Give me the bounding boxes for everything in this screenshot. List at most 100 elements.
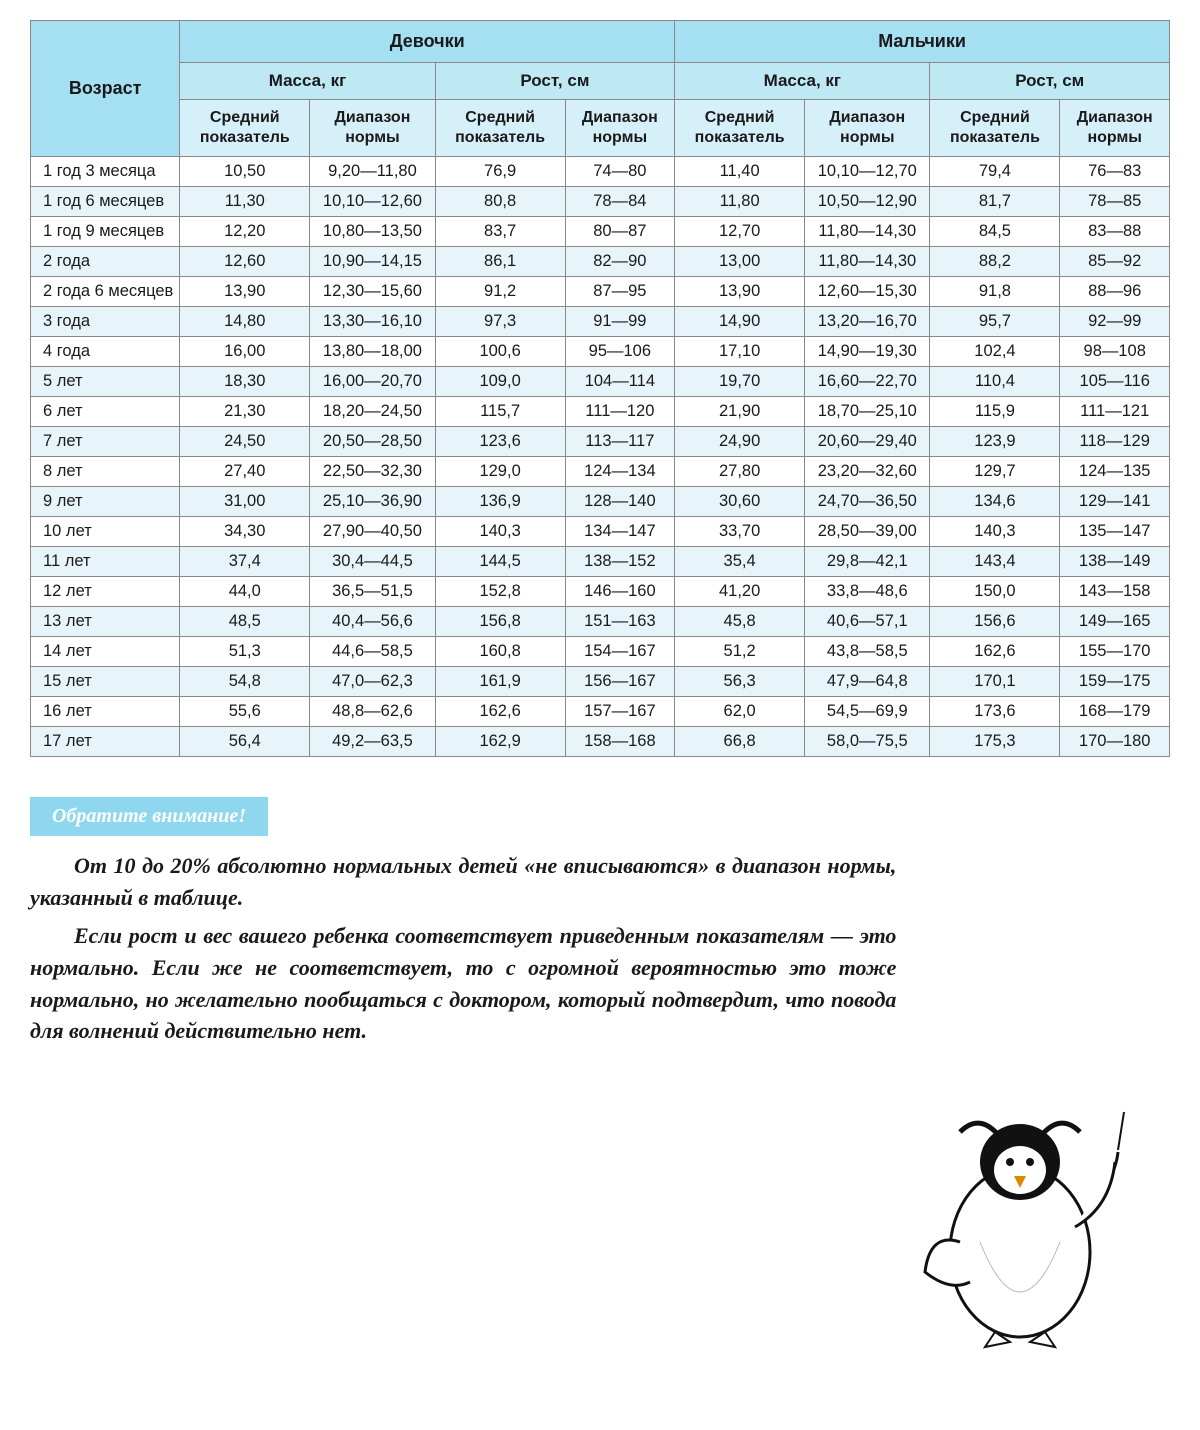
cell-g_h_rng: 95—106 [565, 337, 675, 367]
cell-age: 10 лет [31, 517, 180, 547]
cell-b_m_rng: 10,10—12,70 [805, 157, 930, 187]
header-girls-height: Рост, см [435, 63, 675, 100]
header-avg: Средний показатель [435, 100, 565, 157]
cell-g_m_rng: 47,0—62,3 [310, 667, 435, 697]
cell-g_h_avg: 161,9 [435, 667, 565, 697]
cell-g_h_rng: 80—87 [565, 217, 675, 247]
cell-g_h_avg: 162,9 [435, 727, 565, 757]
table-row: 17 лет56,449,2—63,5162,9158—16866,858,0—… [31, 727, 1170, 757]
cell-g_m_rng: 9,20—11,80 [310, 157, 435, 187]
cell-age: 7 лет [31, 427, 180, 457]
table-row: 6 лет21,3018,20—24,50115,7111—12021,9018… [31, 397, 1170, 427]
cell-b_m_avg: 33,70 [675, 517, 805, 547]
cell-b_h_rng: 88—96 [1060, 277, 1170, 307]
table-row: 13 лет48,540,4—56,6156,8151—16345,840,6—… [31, 607, 1170, 637]
table-row: 10 лет34,3027,90—40,50140,3134—14733,702… [31, 517, 1170, 547]
cell-g_m_rng: 10,10—12,60 [310, 187, 435, 217]
cell-g_m_avg: 44,0 [180, 577, 310, 607]
cell-g_m_avg: 16,00 [180, 337, 310, 367]
cell-g_m_avg: 48,5 [180, 607, 310, 637]
header-girls-mass: Масса, кг [180, 63, 435, 100]
header-girls: Девочки [180, 21, 675, 63]
cell-b_h_avg: 162,6 [930, 637, 1060, 667]
cell-g_m_avg: 37,4 [180, 547, 310, 577]
cell-b_h_rng: 159—175 [1060, 667, 1170, 697]
cell-g_h_avg: 83,7 [435, 217, 565, 247]
cell-age: 13 лет [31, 607, 180, 637]
cell-g_m_rng: 16,00—20,70 [310, 367, 435, 397]
cell-g_m_rng: 40,4—56,6 [310, 607, 435, 637]
cell-b_m_rng: 33,8—48,6 [805, 577, 930, 607]
cell-b_m_avg: 17,10 [675, 337, 805, 367]
table-row: 1 год 3 месяца10,509,20—11,8076,974—8011… [31, 157, 1170, 187]
cell-b_h_rng: 83—88 [1060, 217, 1170, 247]
cell-b_m_rng: 47,9—64,8 [805, 667, 930, 697]
table-row: 7 лет24,5020,50—28,50123,6113—11724,9020… [31, 427, 1170, 457]
cell-b_m_avg: 45,8 [675, 607, 805, 637]
cell-b_m_avg: 30,60 [675, 487, 805, 517]
header-boys: Мальчики [675, 21, 1170, 63]
cell-b_m_avg: 24,90 [675, 427, 805, 457]
cell-b_h_rng: 92—99 [1060, 307, 1170, 337]
cell-b_h_rng: 170—180 [1060, 727, 1170, 757]
header-avg: Средний показатель [180, 100, 310, 157]
cell-b_h_avg: 95,7 [930, 307, 1060, 337]
cell-g_m_avg: 51,3 [180, 637, 310, 667]
cell-g_m_avg: 31,00 [180, 487, 310, 517]
cell-b_h_rng: 118—129 [1060, 427, 1170, 457]
header-avg: Средний показатель [675, 100, 805, 157]
cell-g_m_avg: 13,90 [180, 277, 310, 307]
table-row: 4 года16,0013,80—18,00100,695—10617,1014… [31, 337, 1170, 367]
cell-g_h_rng: 158—168 [565, 727, 675, 757]
cell-age: 15 лет [31, 667, 180, 697]
cell-b_h_rng: 155—170 [1060, 637, 1170, 667]
cell-g_m_rng: 10,90—14,15 [310, 247, 435, 277]
cell-b_h_avg: 143,4 [930, 547, 1060, 577]
cell-g_h_rng: 134—147 [565, 517, 675, 547]
cell-g_h_avg: 162,6 [435, 697, 565, 727]
cell-b_h_avg: 140,3 [930, 517, 1060, 547]
cell-g_m_rng: 49,2—63,5 [310, 727, 435, 757]
header-range: Диапазон нормы [805, 100, 930, 157]
cell-g_h_rng: 124—134 [565, 457, 675, 487]
cell-g_h_rng: 74—80 [565, 157, 675, 187]
cell-b_m_avg: 12,70 [675, 217, 805, 247]
cell-g_m_avg: 54,8 [180, 667, 310, 697]
cell-b_h_avg: 175,3 [930, 727, 1060, 757]
cell-age: 17 лет [31, 727, 180, 757]
cell-g_h_avg: 91,2 [435, 277, 565, 307]
cell-age: 5 лет [31, 367, 180, 397]
cell-b_h_rng: 135—147 [1060, 517, 1170, 547]
header-range: Диапазон нормы [1060, 100, 1170, 157]
cell-b_m_rng: 18,70—25,10 [805, 397, 930, 427]
cell-age: 4 года [31, 337, 180, 367]
cell-age: 1 год 6 месяцев [31, 187, 180, 217]
cell-b_h_rng: 129—141 [1060, 487, 1170, 517]
cell-g_m_rng: 22,50—32,30 [310, 457, 435, 487]
table-row: 1 год 6 месяцев11,3010,10—12,6080,878—84… [31, 187, 1170, 217]
header-avg: Средний показатель [930, 100, 1060, 157]
cell-age: 14 лет [31, 637, 180, 667]
cell-b_h_rng: 85—92 [1060, 247, 1170, 277]
cell-b_m_rng: 43,8—58,5 [805, 637, 930, 667]
cell-b_m_avg: 66,8 [675, 727, 805, 757]
cell-age: 11 лет [31, 547, 180, 577]
cell-g_m_rng: 20,50—28,50 [310, 427, 435, 457]
table-row: 16 лет55,648,8—62,6162,6157—16762,054,5—… [31, 697, 1170, 727]
cell-g_m_avg: 10,50 [180, 157, 310, 187]
cell-g_h_avg: 100,6 [435, 337, 565, 367]
cell-g_h_avg: 136,9 [435, 487, 565, 517]
table-row: 12 лет44,036,5—51,5152,8146—16041,2033,8… [31, 577, 1170, 607]
cell-g_m_rng: 44,6—58,5 [310, 637, 435, 667]
header-range: Диапазон нормы [310, 100, 435, 157]
cell-g_m_rng: 12,30—15,60 [310, 277, 435, 307]
cell-b_h_avg: 84,5 [930, 217, 1060, 247]
cell-g_h_avg: 115,7 [435, 397, 565, 427]
cell-g_m_rng: 25,10—36,90 [310, 487, 435, 517]
cell-b_m_avg: 13,00 [675, 247, 805, 277]
cell-g_m_rng: 30,4—44,5 [310, 547, 435, 577]
cell-b_h_rng: 124—135 [1060, 457, 1170, 487]
cell-b_m_rng: 40,6—57,1 [805, 607, 930, 637]
cell-age: 2 года 6 месяцев [31, 277, 180, 307]
cell-g_h_rng: 146—160 [565, 577, 675, 607]
